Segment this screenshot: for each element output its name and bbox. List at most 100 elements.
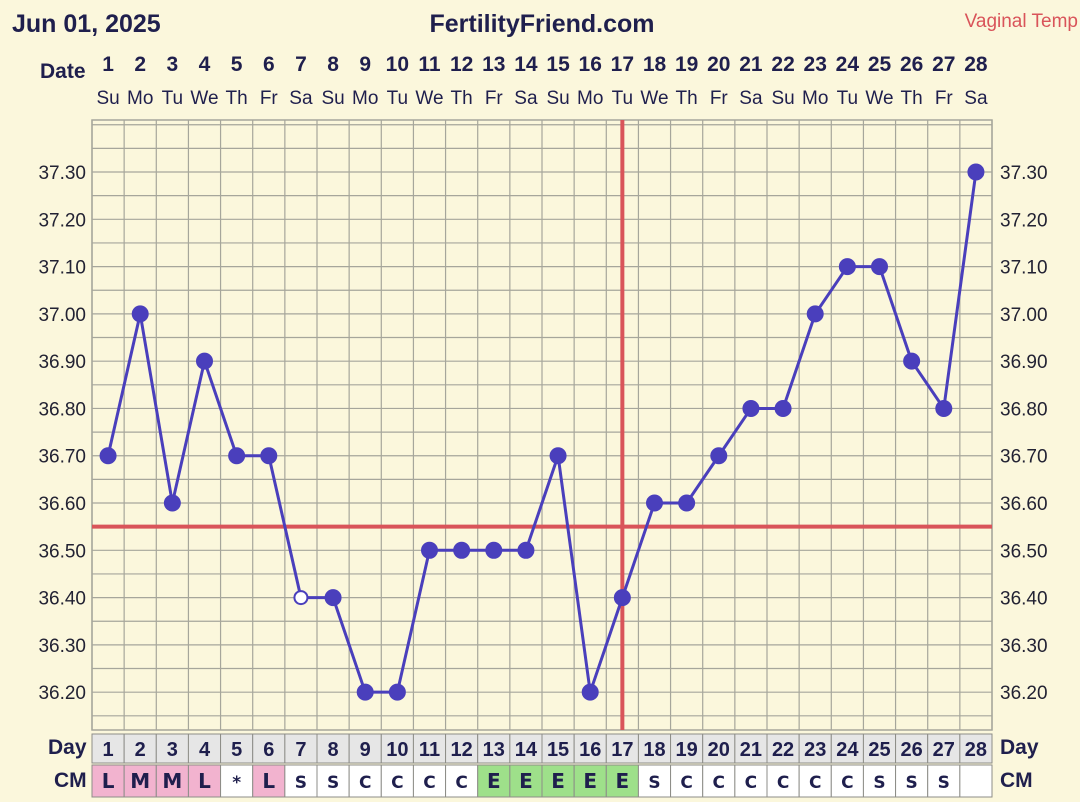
cm-code: M bbox=[162, 769, 182, 793]
date-day-number: 20 bbox=[707, 53, 730, 76]
date-day-number: 18 bbox=[643, 53, 667, 76]
date-weekday: Th bbox=[451, 88, 473, 109]
cm-row-label-left: CM bbox=[54, 769, 87, 792]
date-weekday: Fr bbox=[710, 88, 729, 109]
day-number: 10 bbox=[386, 739, 408, 761]
chart-markers bbox=[92, 120, 992, 730]
temperature-line bbox=[106, 171, 978, 694]
cm-cell bbox=[766, 764, 800, 798]
cm-cell bbox=[316, 764, 350, 798]
date-weekday: Th bbox=[226, 88, 248, 109]
day-number: 26 bbox=[901, 739, 923, 761]
day-number: 6 bbox=[263, 739, 274, 761]
temperature-point bbox=[838, 258, 856, 276]
date-weekday: Th bbox=[901, 88, 923, 109]
date-day-number: 28 bbox=[964, 53, 988, 76]
y-tick-label: 37.30 bbox=[1000, 163, 1048, 184]
date-weekday: Fr bbox=[260, 88, 279, 109]
day-cell bbox=[959, 733, 993, 764]
date-day-number: 22 bbox=[771, 53, 794, 76]
y-tick-label: 36.80 bbox=[38, 399, 86, 420]
y-tick-label: 37.10 bbox=[1000, 258, 1048, 279]
y-tick-label: 37.20 bbox=[1000, 210, 1048, 231]
day-row-label-left: Day bbox=[48, 736, 87, 759]
cm-cell bbox=[220, 764, 254, 798]
day-number: 16 bbox=[579, 739, 601, 761]
y-tick-label: 37.20 bbox=[38, 210, 86, 231]
cm-cell bbox=[412, 764, 447, 798]
y-tick-label: 36.30 bbox=[1000, 636, 1048, 657]
chart-date: Jun 01, 2025 bbox=[12, 10, 161, 38]
date-weekday: Tu bbox=[837, 88, 858, 109]
day-number: 2 bbox=[135, 739, 146, 761]
date-weekday: Sa bbox=[964, 88, 988, 109]
cm-code: E bbox=[519, 769, 533, 793]
day-number: 28 bbox=[965, 739, 987, 761]
y-tick-label: 36.60 bbox=[1000, 494, 1048, 515]
day-number: 23 bbox=[804, 739, 826, 761]
day-cell bbox=[123, 733, 157, 764]
date-day-number: 8 bbox=[327, 53, 339, 76]
date-weekday: Th bbox=[676, 88, 698, 109]
y-axis-left: 37.30 37.20 37.10 37.00 36.90 36.80 36.70 36.60… bbox=[38, 163, 86, 704]
day-number: 19 bbox=[676, 739, 698, 761]
day-number: 3 bbox=[167, 739, 178, 761]
day-cell bbox=[637, 733, 672, 764]
day-cell bbox=[830, 733, 864, 764]
y-tick-label: 36.20 bbox=[38, 683, 86, 704]
day-number: 8 bbox=[328, 739, 339, 761]
temperature-point bbox=[967, 163, 985, 181]
date-day-number: 16 bbox=[579, 53, 602, 76]
site-title: FertilityFriend.com bbox=[429, 10, 654, 38]
date-header: 1 Su 2 Mo 3 Tu 4 We 5 Th 6 Fr 7 Sa 8 Su 9 Mo 10 Tu 11 We 12 Th 1… bbox=[96, 53, 988, 109]
y-tick-label: 36.90 bbox=[38, 352, 86, 373]
cm-code: C bbox=[713, 773, 725, 793]
cm-code: S bbox=[295, 773, 307, 793]
day-number: 9 bbox=[360, 739, 371, 761]
cm-cell bbox=[895, 764, 929, 798]
cm-row-label-right: CM bbox=[1000, 769, 1033, 792]
cm-cell bbox=[798, 764, 832, 798]
day-cell bbox=[252, 733, 286, 764]
date-day-number: 4 bbox=[199, 53, 211, 76]
day-cell bbox=[798, 733, 832, 764]
day-cell bbox=[91, 733, 125, 764]
cm-cell bbox=[477, 764, 511, 798]
y-tick-label: 36.40 bbox=[38, 589, 86, 610]
date-day-number: 23 bbox=[804, 53, 827, 76]
cm-code: C bbox=[777, 773, 789, 793]
cm-code: C bbox=[391, 773, 403, 793]
y-tick-label: 37.30 bbox=[38, 163, 86, 184]
day-cell bbox=[927, 733, 961, 764]
y-tick-label: 36.50 bbox=[38, 541, 86, 562]
temperature-point bbox=[581, 683, 599, 701]
day-cell bbox=[380, 733, 414, 764]
temperature-point bbox=[613, 589, 631, 607]
day-number: 15 bbox=[547, 739, 569, 761]
temperature-point bbox=[646, 494, 663, 512]
day-cell bbox=[445, 733, 479, 764]
day-cell bbox=[605, 733, 639, 764]
temperature-point bbox=[99, 447, 117, 465]
date-row-label: Date bbox=[40, 60, 86, 83]
date-day-number: 11 bbox=[418, 53, 441, 76]
cm-cell bbox=[445, 764, 479, 798]
day-cell bbox=[862, 733, 897, 764]
date-weekday: Su bbox=[321, 88, 344, 109]
day-number: 21 bbox=[740, 739, 762, 761]
date-weekday: Su bbox=[771, 88, 794, 109]
day-number: 17 bbox=[611, 739, 633, 761]
temperature-series bbox=[99, 163, 985, 701]
day-number: 27 bbox=[933, 739, 955, 761]
date-day-number: 17 bbox=[611, 53, 634, 76]
date-day-number: 25 bbox=[868, 53, 892, 76]
day-number: 5 bbox=[231, 739, 242, 761]
cm-cell bbox=[252, 764, 286, 798]
day-number: 11 bbox=[419, 739, 440, 761]
cm-cell bbox=[637, 764, 672, 798]
cm-code: C bbox=[809, 773, 821, 793]
day-cell bbox=[220, 733, 254, 764]
cm-code: C bbox=[745, 773, 757, 793]
temperature-point bbox=[453, 541, 471, 559]
